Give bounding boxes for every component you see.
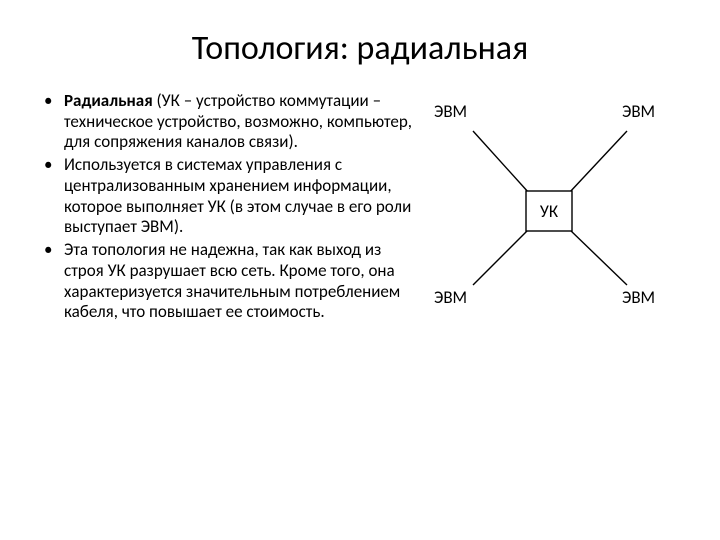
svg-text:УК: УК — [540, 201, 559, 222]
slide-title: Топология: радиальная — [44, 28, 676, 69]
text-column: Радиальная (УК – устройство коммутации –… — [44, 91, 414, 325]
svg-text:ЭВМ: ЭВМ — [434, 287, 467, 308]
bullet-item: Эта топология не надежна, так как выход … — [44, 240, 414, 323]
bullet-bold: Радиальная — [64, 90, 153, 111]
content-row: Радиальная (УК – устройство коммутации –… — [44, 91, 676, 325]
bullet-text: Используется в системах управления с цен… — [64, 154, 411, 237]
svg-text:ЭВМ: ЭВМ — [622, 103, 655, 122]
bullet-list: Радиальная (УК – устройство коммутации –… — [44, 91, 414, 323]
svg-text:ЭВМ: ЭВМ — [434, 103, 467, 122]
bullet-item: Используется в системах управления с цен… — [44, 155, 414, 238]
topology-diagram: УК ЭВМ ЭВМ ЭВМ ЭВМ — [424, 103, 674, 323]
bullet-text: Эта топология не надежна, так как выход … — [64, 239, 400, 322]
bullet-item: Радиальная (УК – устройство коммутации –… — [44, 91, 414, 153]
svg-text:ЭВМ: ЭВМ — [622, 287, 655, 308]
diagram-column: УК ЭВМ ЭВМ ЭВМ ЭВМ — [414, 91, 674, 325]
slide: Топология: радиальная Радиальная (УК – у… — [0, 0, 720, 540]
